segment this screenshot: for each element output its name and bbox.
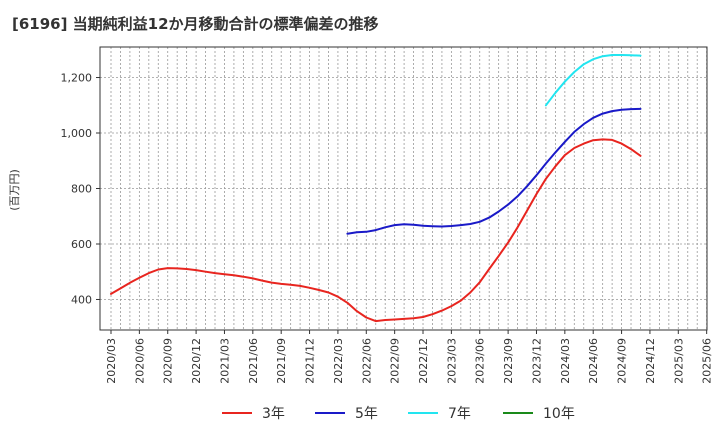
plot-area-border xyxy=(99,46,708,331)
y-tick-label: 1,200 xyxy=(61,72,93,85)
x-tick-label: 2020/09 xyxy=(162,338,175,384)
x-tick-label: 2023/06 xyxy=(474,338,487,384)
y-tick-label: 600 xyxy=(71,238,92,251)
x-tick-label: 2023/09 xyxy=(502,338,515,384)
series-line-7年 xyxy=(544,54,642,107)
x-tick-label: 2024/09 xyxy=(616,338,629,384)
x-tick-label: 2020/03 xyxy=(105,338,118,384)
series-lines xyxy=(110,54,642,323)
y-axis-label: (百万円) xyxy=(8,169,21,211)
gridlines xyxy=(100,47,708,330)
x-tick-label: 2024/12 xyxy=(644,338,657,384)
x-tick-label: 2024/06 xyxy=(587,338,600,384)
x-tick-label: 2025/06 xyxy=(701,338,714,384)
x-tick-label: 2021/09 xyxy=(275,338,288,384)
series-line-3年 xyxy=(110,138,642,323)
x-tick-label: 2023/12 xyxy=(530,338,543,384)
x-tick-label: 2021/12 xyxy=(304,338,317,384)
x-tick-label: 2022/06 xyxy=(360,338,373,384)
legend-label: 7年 xyxy=(448,406,471,422)
x-tick-label: 2024/03 xyxy=(559,338,572,384)
chart-title: [6196] 当期純利益12か月移動合計の標準偏差の推移 xyxy=(12,15,379,33)
y-tick-label: 800 xyxy=(71,183,92,196)
x-tick-label: 2025/03 xyxy=(672,338,685,384)
y-tick-label: 1,000 xyxy=(61,127,93,140)
x-tick-label: 2020/12 xyxy=(190,338,203,384)
series-line-5年 xyxy=(346,107,642,235)
y-axis: 400 600 800 1,000 1,200 xyxy=(61,72,100,306)
legend: 3年 5年 7年 10年 xyxy=(222,406,575,422)
x-tick-label: 2020/06 xyxy=(133,338,146,384)
x-tick-label: 2021/03 xyxy=(218,338,231,384)
x-tick-label: 2023/03 xyxy=(445,338,458,384)
x-tick-label: 2022/09 xyxy=(389,338,402,384)
legend-label: 3年 xyxy=(262,406,285,422)
x-tick-label: 2022/03 xyxy=(332,338,345,384)
x-axis: 2020/03 2020/06 2020/09 2020/12 2021/03 2021/… xyxy=(105,330,714,384)
y-tick-label: 400 xyxy=(71,293,92,306)
x-tick-label: 2021/06 xyxy=(247,338,260,384)
x-tick-label: 2022/12 xyxy=(417,338,430,384)
legend-label: 5年 xyxy=(355,406,378,422)
legend-label: 10年 xyxy=(543,406,575,422)
